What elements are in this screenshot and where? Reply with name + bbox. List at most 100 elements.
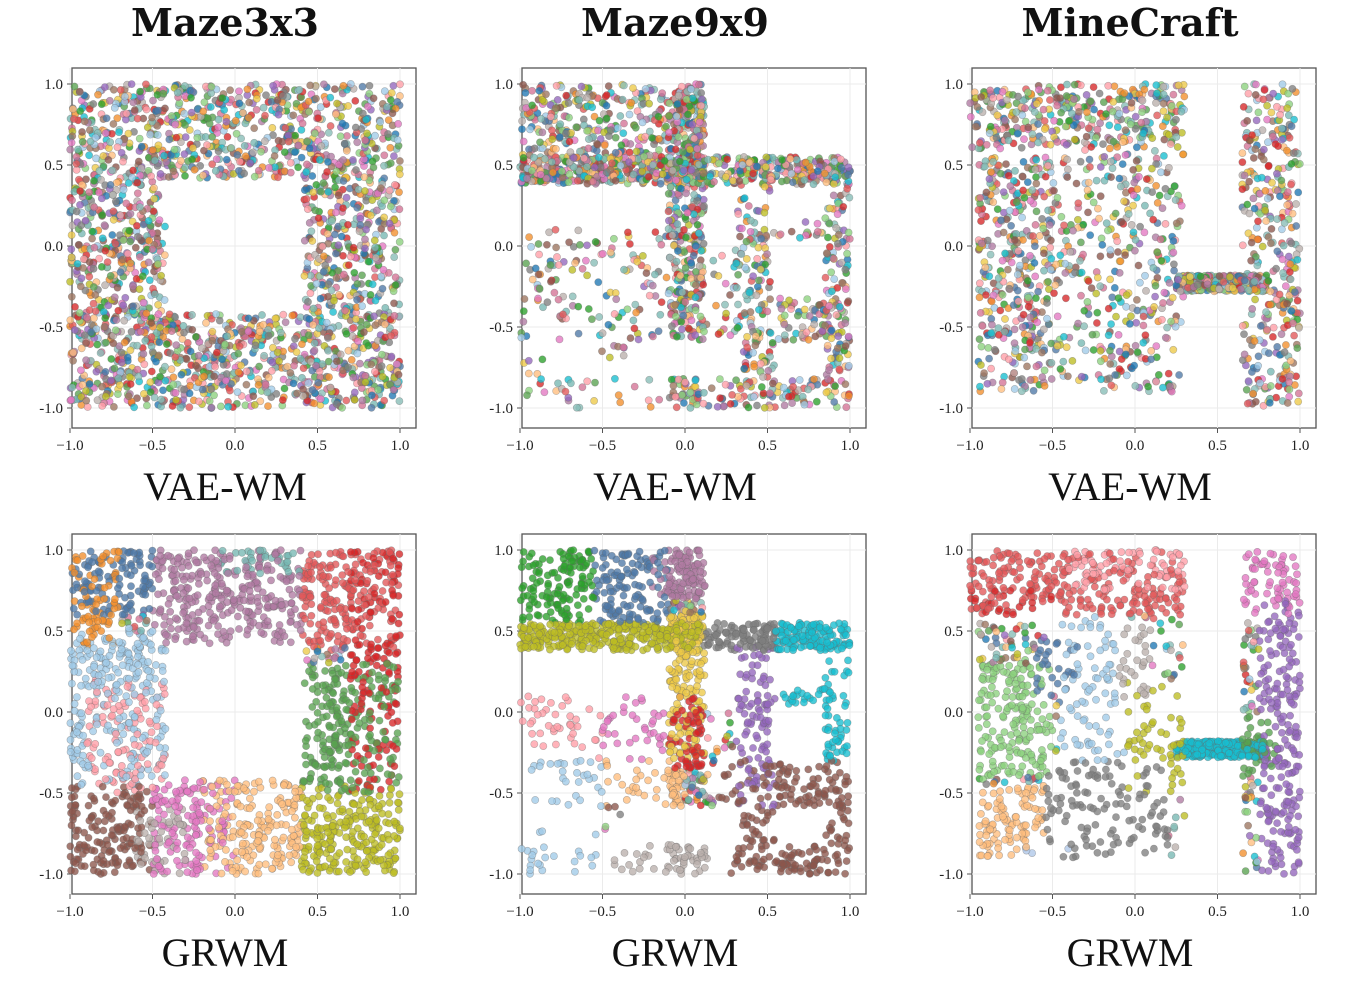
scatter-point — [656, 310, 665, 319]
scatter-point — [654, 135, 663, 143]
scatter-point — [700, 202, 708, 211]
scatter-point — [395, 157, 404, 165]
scatter-point — [199, 107, 208, 116]
scatter-point — [83, 403, 92, 411]
scatter-point — [537, 114, 545, 123]
scatter-point — [1243, 117, 1252, 125]
scatter-point — [540, 388, 549, 397]
scatter-point — [235, 342, 244, 351]
scatter-point — [1095, 214, 1103, 223]
scatter-point — [353, 138, 362, 147]
scatter-point — [317, 187, 325, 196]
scatter-point — [682, 175, 691, 184]
scatter-point — [169, 167, 178, 176]
scatter-point — [746, 308, 755, 316]
scatter-point — [394, 120, 402, 128]
scatter-point — [75, 87, 84, 96]
scatter-point — [122, 109, 131, 118]
scatter-point — [124, 392, 133, 401]
scatter-point — [328, 268, 337, 277]
scatter-point — [340, 139, 349, 148]
scatter-point — [80, 117, 89, 126]
scatter-point — [207, 385, 216, 393]
scatter-point — [752, 162, 761, 171]
scatter-point — [306, 81, 315, 90]
scatter-point — [166, 349, 175, 358]
scatter-point — [176, 403, 185, 412]
scatter-point — [845, 234, 854, 243]
scatter-point — [844, 228, 853, 237]
scatter-point — [87, 328, 95, 337]
scatter-point — [679, 148, 687, 156]
y-tick-label: 1.0 — [44, 77, 63, 93]
scatter-point — [302, 195, 311, 203]
scatter-point — [517, 333, 526, 342]
scatter-point — [830, 275, 839, 283]
x-tick-label: −0.5 — [1039, 438, 1066, 454]
y-tick-label: 0.0 — [944, 239, 963, 255]
scatter-point — [664, 207, 673, 216]
scatter-point — [605, 353, 614, 362]
scatter-point — [315, 367, 324, 376]
scatter-point — [630, 382, 639, 391]
scatter-point — [623, 228, 632, 237]
scatter-point — [577, 82, 586, 91]
scatter-point — [572, 403, 581, 412]
scatter-point — [535, 284, 544, 293]
scatter-point — [70, 82, 79, 91]
scatter-point — [91, 290, 100, 299]
scatter-point — [147, 319, 156, 327]
scatter-point — [678, 288, 687, 297]
scatter-point — [571, 259, 579, 267]
scatter-point — [150, 290, 159, 298]
scatter-point — [655, 395, 664, 404]
scatter-point — [557, 167, 566, 176]
scatter-point — [749, 169, 757, 178]
scatter-point — [208, 133, 217, 141]
scatter-point — [780, 320, 789, 329]
scatter-point — [662, 122, 670, 131]
scatter-point — [346, 80, 355, 88]
scatter-point — [519, 80, 527, 89]
scatter-point — [185, 389, 194, 398]
scatter-point — [691, 306, 700, 315]
scatter-point — [584, 144, 593, 153]
scatter-point — [99, 152, 108, 160]
scatter-point — [687, 316, 696, 325]
scatter-point — [1107, 320, 1115, 328]
scatter-point — [161, 222, 169, 231]
scatter-point — [145, 276, 154, 285]
scatter-point — [600, 141, 609, 150]
scatter-point — [227, 379, 235, 388]
scatter-point — [553, 96, 562, 104]
scatter-point — [332, 167, 341, 176]
scatter-point — [104, 301, 113, 310]
scatter-point — [584, 305, 593, 313]
scatter-point — [377, 362, 386, 370]
x-tick-label: 1.0 — [391, 438, 410, 454]
scatter-point — [147, 367, 156, 376]
scatter-point — [630, 324, 639, 333]
scatter-point — [841, 285, 850, 293]
scatter-point — [72, 207, 81, 216]
scatter-point — [286, 158, 295, 167]
scatter-point — [85, 188, 94, 197]
scatter-point — [108, 166, 116, 175]
scatter-point — [180, 82, 189, 90]
scatter-point — [976, 308, 985, 317]
scatter-point — [629, 170, 638, 179]
scatter-point — [218, 94, 227, 102]
scatter-point — [385, 219, 394, 228]
scatter-point — [541, 155, 549, 163]
scatter-point — [693, 151, 702, 160]
scatter-point — [780, 311, 789, 320]
scatter-point — [210, 391, 218, 400]
scatter-point — [188, 325, 197, 334]
scatter-point — [760, 182, 769, 191]
scatter-point — [339, 156, 347, 164]
scatter-point — [389, 81, 398, 90]
scatter-point — [687, 85, 695, 94]
scatter-point — [326, 93, 335, 102]
scatter-point — [619, 81, 628, 90]
scatter-point — [521, 88, 530, 97]
